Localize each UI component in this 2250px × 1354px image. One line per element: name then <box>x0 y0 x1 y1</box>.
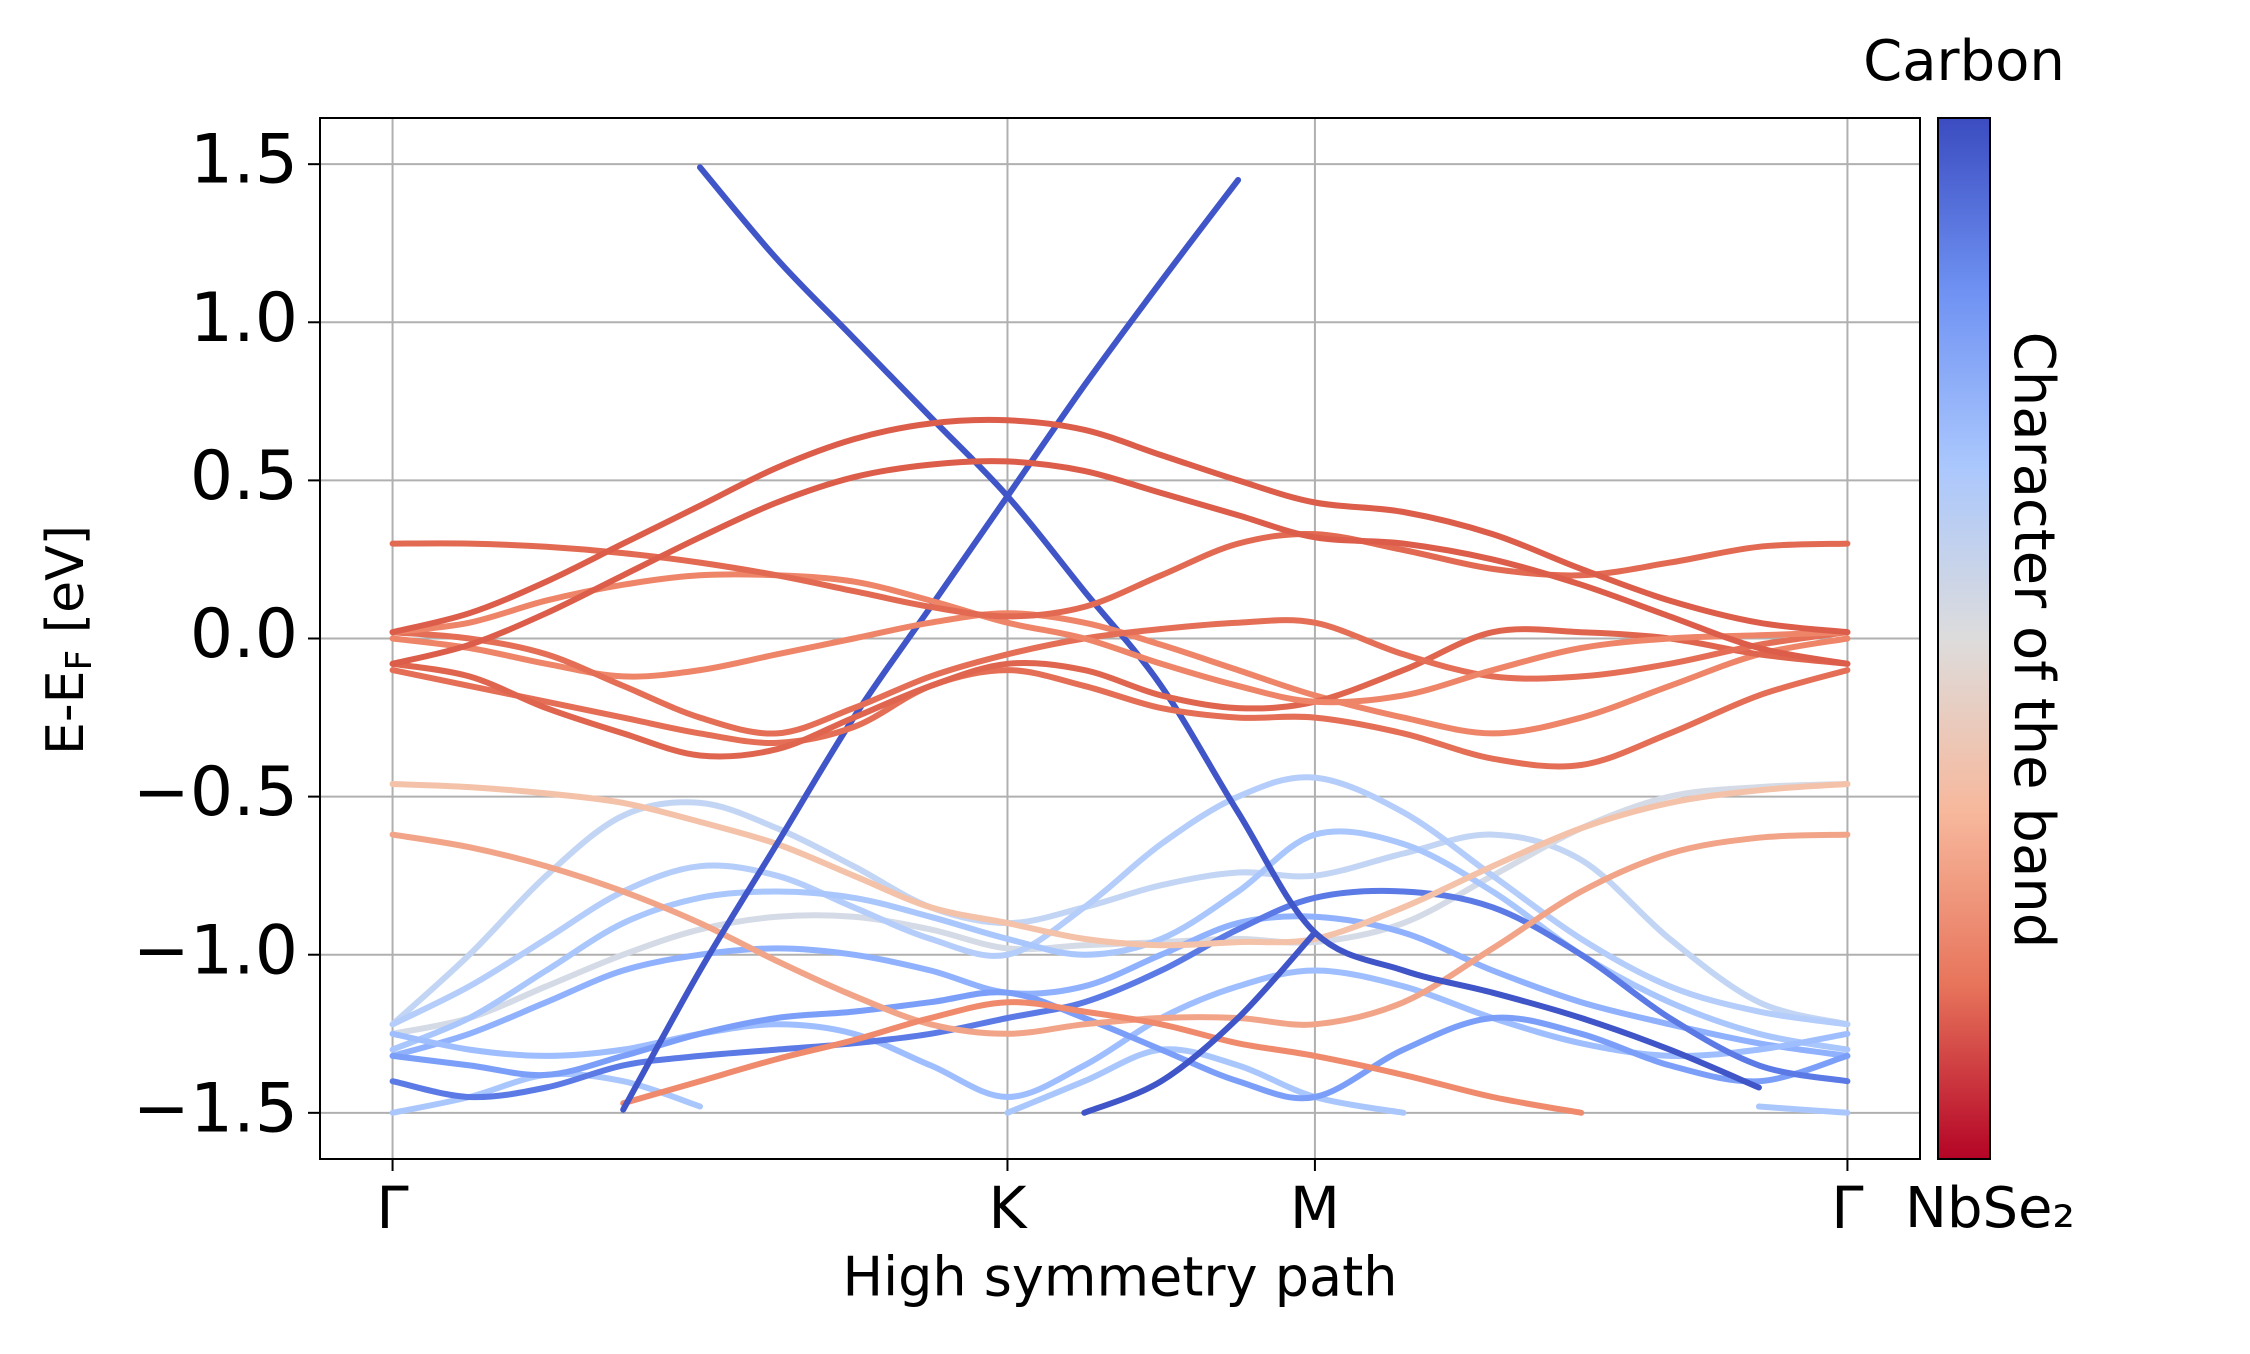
y-tick-label: −0.5 <box>133 753 298 832</box>
band <box>697 164 1762 1091</box>
y-label-subscript: F <box>59 650 100 671</box>
band <box>620 177 1242 1113</box>
band <box>389 571 1851 706</box>
colorbar <box>1937 117 1991 1160</box>
band <box>620 999 1585 1116</box>
ticks: −1.5 −1.0 −0.5 0.0 0.5 1.0 1.5 Γ K M Γ <box>133 121 1864 1242</box>
bands <box>389 164 1851 1116</box>
colorbar-top-label: Carbon <box>1863 29 2065 94</box>
x-tick-label: Γ <box>1831 1174 1863 1242</box>
y-tick-label: 1.5 <box>190 121 298 200</box>
x-axis-label: High symmetry path <box>842 1246 1397 1309</box>
band <box>389 626 1851 760</box>
band <box>389 989 1851 1102</box>
y-tick-label: 0.0 <box>190 595 298 674</box>
band <box>389 913 1851 1059</box>
band <box>389 831 1851 1037</box>
band <box>389 416 1851 636</box>
band <box>389 610 1851 737</box>
band <box>389 781 1851 949</box>
y-tick-label: 1.0 <box>190 279 298 358</box>
y-tick-label: −1.0 <box>133 911 298 990</box>
band <box>389 667 1851 770</box>
colorbar-bottom-label: NbSe₂ <box>1905 1176 2075 1241</box>
y-label-main: E-E <box>36 670 96 754</box>
band <box>389 887 1851 1101</box>
x-tick-label: Γ <box>376 1174 408 1242</box>
band <box>389 458 1851 667</box>
y-tick-label: 0.5 <box>190 437 298 516</box>
x-tick-label: M <box>1290 1174 1340 1242</box>
band <box>1081 929 1318 1116</box>
band <box>389 967 1851 1100</box>
y-axis-label: E-EF [eV] <box>36 525 100 755</box>
band <box>389 530 1851 620</box>
y-tick-label: −1.5 <box>133 1069 298 1148</box>
colorbar-label: Character of the band <box>2001 332 2066 949</box>
y-label-suffix: [eV] <box>36 525 96 650</box>
x-tick-label: K <box>988 1174 1028 1242</box>
